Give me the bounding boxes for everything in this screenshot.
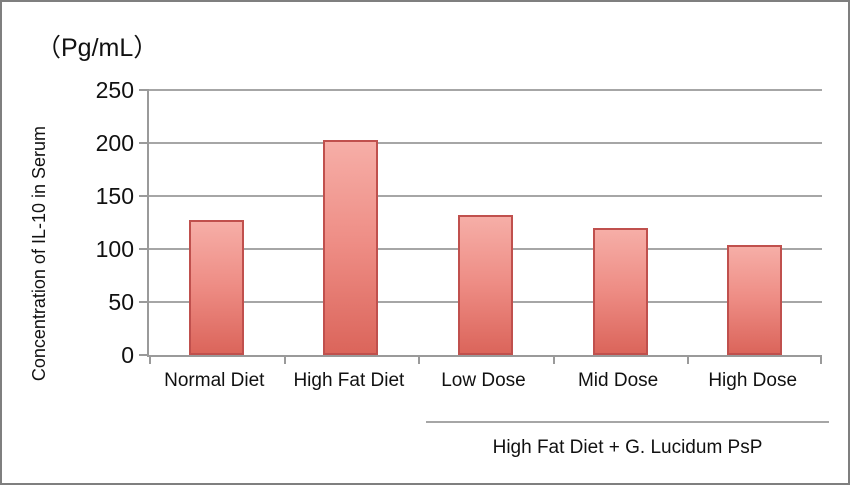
y-tick-label: 100: [95, 236, 134, 262]
y-axis-tick: [139, 195, 149, 197]
y-axis-title-text: Concentration of IL-10 in Serum: [28, 126, 49, 382]
plot-area: [139, 89, 822, 364]
group-bracket-line: [426, 421, 829, 423]
x-axis-tick: [552, 355, 555, 364]
x-category-label: High Fat Diet: [293, 370, 405, 391]
x-axis-tick: [820, 355, 822, 364]
gridline: [149, 89, 822, 91]
x-axis-tick: [283, 355, 286, 364]
bar-normal-diet: [188, 220, 244, 355]
gridline: [149, 195, 822, 197]
y-tick-label: 0: [121, 342, 134, 368]
y-axis-title: Concentration of IL-10 in Serum: [26, 80, 52, 428]
bar-high-fat-diet: [323, 139, 379, 355]
y-tick-label: 50: [108, 289, 134, 315]
bar-high-dose: [727, 244, 783, 355]
x-category-label: Normal Diet: [164, 370, 265, 391]
y-axis-tick: [139, 142, 149, 144]
y-axis-unit-label: （Pg/mL）: [36, 34, 159, 62]
gridline: [149, 142, 822, 144]
group-bracket-label: High Fat Diet + G. Lucidum PsP: [492, 437, 763, 458]
y-axis-tick: [139, 248, 149, 250]
x-category-label: High Dose: [708, 370, 798, 391]
bar-mid-dose: [592, 227, 648, 355]
y-axis-tick: [139, 89, 149, 91]
x-category-label: Mid Dose: [577, 370, 659, 391]
y-tick-label: 250: [95, 77, 134, 103]
bar-low-dose: [458, 215, 513, 355]
x-category-label: Low Dose: [441, 370, 526, 391]
x-axis-tick: [687, 355, 690, 364]
y-axis-tick: [139, 354, 149, 356]
y-tick-label: 200: [95, 130, 134, 156]
y-tick-label: 150: [95, 183, 134, 209]
x-axis-tick: [149, 355, 151, 364]
y-axis-tick: [139, 301, 149, 303]
x-axis-tick: [418, 355, 421, 364]
